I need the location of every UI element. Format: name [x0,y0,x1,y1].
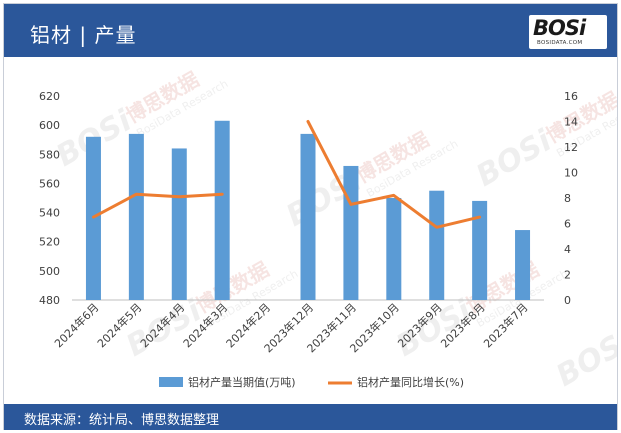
bar [515,230,531,300]
y-right-tick-label: 8 [564,192,571,205]
y-left-tick-label: 580 [39,148,60,161]
x-tick-label: 2024年6月 [51,300,101,350]
growth-line-segment [306,120,482,229]
watermark-brand: BOSi [551,323,618,394]
bar [171,148,187,300]
bar [429,190,445,300]
y-right-tick-label: 6 [564,218,571,231]
y-right-tick-label: 2 [564,269,571,282]
bar [343,165,359,300]
y-right-tick-label: 16 [564,90,578,103]
y-right-tick-label: 14 [564,116,578,129]
bar [300,133,316,300]
bar [386,198,402,300]
y-right-tick-label: 12 [564,141,578,154]
y-left-tick-label: 500 [39,265,60,278]
y-left-tick-label: 520 [39,236,60,249]
y-left-tick-label: 600 [39,119,60,132]
y-left-tick-label: 560 [39,177,60,190]
y-left-tick-label: 480 [39,294,60,307]
page-title: 铝材 | 产量 [30,23,137,47]
bosi-logo: BOSi BOSIDATA.COM [529,15,607,49]
y-right-tick-label: 10 [564,167,578,180]
logo-text: BOSi [533,16,586,40]
y-right-tick-label: 0 [564,294,571,307]
y-left-tick-label: 620 [39,90,60,103]
bar [472,200,488,300]
logo-subtext: BOSIDATA.COM [537,40,583,46]
y-right-tick-label: 4 [564,243,571,256]
footer-bar: 数据来源：统计局、博思数据整理 [4,404,617,430]
legend-bar-swatch [159,377,183,387]
legend-bar-label: 铝材产量当期值(万吨) [188,375,296,389]
y-left-tick-label: 540 [39,207,60,220]
legend-line-label: 铝材产量同比增长(%) [357,375,464,389]
data-source: 数据来源：统计局、博思数据整理 [24,413,220,428]
header-bar: 铝材 | 产量 BOSi BOSIDATA.COM [4,4,617,57]
bar [214,120,230,300]
bar [128,133,144,300]
growth-line-segment [92,192,224,219]
